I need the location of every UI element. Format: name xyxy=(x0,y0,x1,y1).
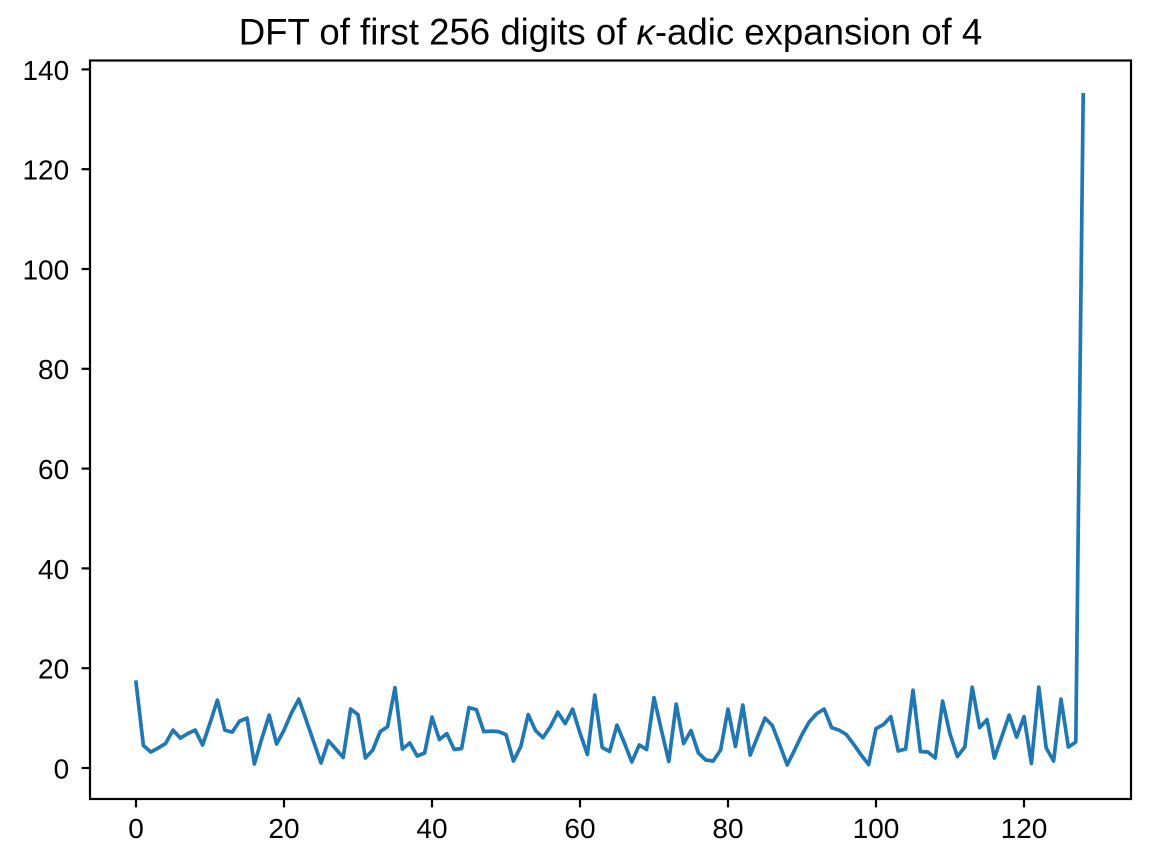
svg-text:120: 120 xyxy=(22,155,69,186)
svg-text:20: 20 xyxy=(38,654,69,685)
svg-text:60: 60 xyxy=(564,813,595,844)
svg-text:40: 40 xyxy=(38,554,69,585)
svg-text:120: 120 xyxy=(1001,813,1048,844)
svg-text:80: 80 xyxy=(38,354,69,385)
svg-text:80: 80 xyxy=(712,813,743,844)
svg-text:100: 100 xyxy=(22,254,69,285)
svg-text:0: 0 xyxy=(128,813,144,844)
svg-text:40: 40 xyxy=(416,813,447,844)
svg-text:0: 0 xyxy=(54,753,70,784)
svg-text:140: 140 xyxy=(22,55,69,86)
svg-text:60: 60 xyxy=(38,454,69,485)
svg-text:20: 20 xyxy=(268,813,299,844)
svg-text:DFT of first 256 digits of κ-a: DFT of first 256 digits of κ-adic expans… xyxy=(239,11,982,52)
svg-text:100: 100 xyxy=(853,813,900,844)
